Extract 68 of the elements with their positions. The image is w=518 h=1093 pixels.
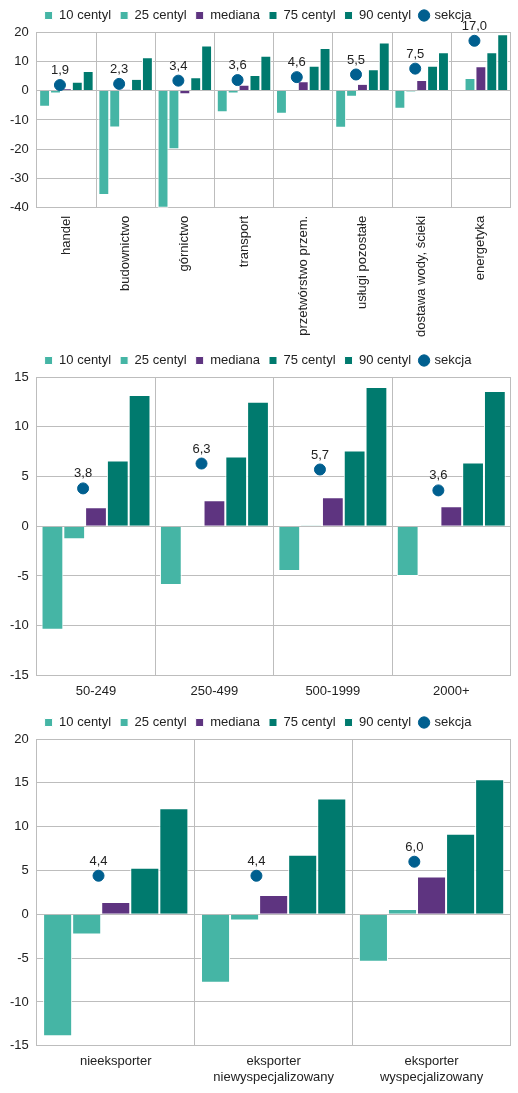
- y-tick-label: 5: [21, 862, 29, 878]
- data-label: 4,4: [247, 852, 266, 868]
- legend-label: 10 centyl: [59, 7, 112, 23]
- y-tick-label: 5: [21, 468, 29, 484]
- y-tick-label: 20: [14, 730, 29, 746]
- legend-label: 10 centyl: [59, 714, 112, 730]
- legend-label: sekcja: [434, 352, 473, 368]
- x-tick-label: handel: [57, 215, 73, 255]
- data-label: 5,7: [310, 446, 329, 462]
- x-tick-label: 500-1999: [305, 682, 361, 698]
- data-label: 3,6: [228, 57, 247, 73]
- data-label: 6,3: [192, 440, 211, 456]
- data-label: 1,9: [50, 62, 69, 78]
- y-tick-label: -10: [9, 993, 29, 1009]
- y-tick-label: -15: [9, 666, 29, 682]
- legend-label: 75 centyl: [283, 352, 336, 368]
- data-label: 6,0: [405, 838, 424, 854]
- legend-label: 75 centyl: [283, 714, 336, 730]
- x-tick-label: 250-499: [190, 682, 239, 698]
- y-tick-label: 0: [21, 905, 29, 921]
- data-label: 3,4: [169, 57, 188, 73]
- x-tick-label: 50-249: [75, 682, 117, 698]
- data-label: 3,6: [429, 467, 448, 483]
- y-tick-label: -20: [9, 140, 29, 156]
- legend-label: 10 centyl: [59, 352, 112, 368]
- y-tick-label: -30: [9, 170, 29, 186]
- legend-label: 90 centyl: [359, 7, 412, 23]
- legend-label: mediana: [210, 352, 261, 368]
- y-tick-label: 0: [21, 517, 29, 533]
- y-tick-label: -10: [9, 111, 29, 127]
- x-tick-label: przetwórstwo przem.: [294, 215, 310, 336]
- legend-label: 25 centyl: [134, 7, 187, 23]
- data-label: 3,8: [74, 465, 93, 481]
- y-tick-label: -10: [9, 617, 29, 633]
- legend-label: 90 centyl: [359, 714, 412, 730]
- legend-label: 25 centyl: [134, 714, 187, 730]
- x-tick-label: transport: [235, 215, 251, 268]
- x-tick-label: eksporter niewyspecjalizowany: [213, 1053, 335, 1084]
- legend-label: 25 centyl: [134, 352, 187, 368]
- y-tick-label: -5: [17, 949, 29, 965]
- x-tick-label: dostawa wody, ścieki: [413, 215, 429, 338]
- y-tick-label: 15: [14, 368, 29, 384]
- data-label: 4,4: [89, 852, 108, 868]
- legend-label: 75 centyl: [283, 7, 336, 23]
- x-tick-label: nieeksporter: [79, 1053, 153, 1069]
- x-tick-label: usługi pozostałe: [354, 215, 370, 310]
- y-tick-label: 15: [14, 774, 29, 790]
- x-tick-label: górnictwo: [176, 215, 192, 272]
- legend-label: mediana: [210, 714, 261, 730]
- y-tick-label: 10: [14, 818, 29, 834]
- y-tick-label: 10: [14, 52, 29, 68]
- y-tick-label: 20: [14, 23, 29, 39]
- x-tick-label: energetyka: [472, 215, 488, 281]
- data-label: 4,6: [287, 54, 306, 70]
- legend-label: mediana: [210, 7, 261, 23]
- y-tick-label: 10: [14, 418, 29, 434]
- legend-label: sekcja: [434, 714, 473, 730]
- x-tick-label: 2000+: [433, 682, 470, 698]
- x-tick-label: budownictwo: [117, 215, 133, 292]
- y-tick-label: -15: [9, 1037, 29, 1053]
- data-label: 2,3: [110, 60, 129, 76]
- legend-label: 90 centyl: [359, 352, 412, 368]
- y-tick-label: -40: [9, 199, 29, 215]
- data-label: 5,5: [346, 51, 366, 67]
- y-tick-label: -5: [17, 567, 29, 583]
- y-tick-label: 0: [21, 82, 29, 98]
- x-tick-label: eksporter wyspecjalizowany: [378, 1053, 484, 1084]
- data-label: 7,5: [406, 45, 425, 61]
